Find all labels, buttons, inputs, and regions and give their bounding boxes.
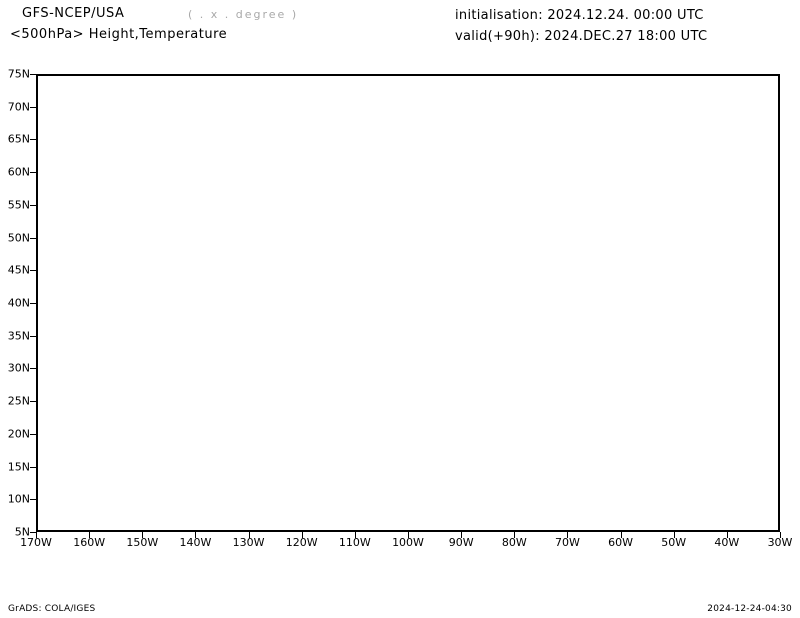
resolution-note: ( . x . degree ) (188, 8, 299, 21)
y-axis-label: 40N (7, 296, 30, 310)
x-axis-label: 100W (392, 536, 424, 549)
x-tick (36, 532, 37, 538)
x-axis-label: 160W (73, 536, 106, 549)
y-tick (30, 172, 36, 174)
y-tick (30, 499, 36, 501)
y-tick (30, 204, 36, 206)
y-axis-label: 35N (7, 329, 30, 343)
x-tick (89, 532, 91, 538)
x-tick (780, 532, 781, 538)
model-name: GFS-NCEP/USA (22, 6, 125, 21)
y-axis-label: 60N (7, 165, 30, 179)
y-tick (30, 368, 36, 370)
y-axis-label: 20N (7, 427, 30, 441)
x-axis-label: 90W (448, 536, 474, 549)
x-tick (567, 532, 569, 538)
x-tick (301, 532, 303, 538)
x-tick (620, 532, 622, 538)
y-tick (30, 139, 36, 141)
x-axis-label: 140W (179, 536, 212, 549)
initialisation-time: initialisation: 2024.12.24. 00:00 UTC (455, 8, 704, 23)
y-axis-label: 15N (7, 460, 30, 474)
y-tick (30, 433, 36, 435)
y-axis-label: 5N (14, 525, 30, 539)
x-tick (354, 532, 356, 538)
x-axis-label: 70W (554, 536, 580, 549)
plot-frame (36, 74, 780, 532)
y-tick (30, 532, 36, 533)
y-tick (30, 270, 36, 272)
x-axis-label: 150W (126, 536, 159, 549)
y-tick (30, 74, 36, 75)
y-tick (30, 466, 36, 468)
x-axis-label: 30W (767, 536, 793, 549)
x-tick (248, 532, 250, 538)
valid-time: valid(+90h): 2024.DEC.27 18:00 UTC (455, 29, 708, 44)
x-axis-label: 170W (20, 536, 52, 549)
y-axis-label: 25N (7, 394, 30, 408)
footer-timestamp: 2024-12-24-04:30 (707, 604, 792, 614)
y-axis-label: 10N (7, 492, 30, 506)
x-axis-label: 50W (661, 536, 687, 549)
x-axis-label: 60W (608, 536, 633, 549)
contour-plot: 4944944984985005005045045085085125125165… (8, 68, 793, 550)
x-axis-label: 120W (285, 536, 318, 549)
chart-header: GFS-NCEP/USA ( . x . degree ) <500hPa> H… (0, 0, 800, 62)
x-tick (726, 532, 728, 538)
y-axis-label: 75N (7, 67, 30, 81)
x-tick (514, 532, 516, 538)
footer-credit: GrADS: COLA/IGES (8, 604, 96, 614)
y-axis-label: 65N (7, 132, 30, 146)
x-tick (408, 532, 409, 538)
x-axis-label: 130W (232, 536, 265, 549)
y-tick (30, 401, 36, 403)
y-tick (30, 106, 36, 108)
x-tick (142, 532, 144, 538)
x-tick (461, 532, 463, 538)
y-axis-label: 70N (7, 100, 30, 114)
x-axis-label: 80W (501, 536, 527, 549)
y-tick (30, 335, 36, 337)
y-axis-label: 45N (7, 263, 30, 277)
y-axis-label: 50N (7, 231, 30, 245)
x-tick (195, 532, 197, 538)
x-axis-label: 110W (338, 536, 371, 549)
y-axis-label: 55N (7, 198, 30, 212)
x-tick (673, 532, 675, 538)
y-tick (30, 237, 36, 239)
x-axis-label: 40W (714, 536, 740, 549)
y-axis-label: 30N (7, 361, 30, 375)
level-field-label: <500hPa> Height,Temperature (10, 27, 228, 42)
y-tick (30, 303, 36, 304)
